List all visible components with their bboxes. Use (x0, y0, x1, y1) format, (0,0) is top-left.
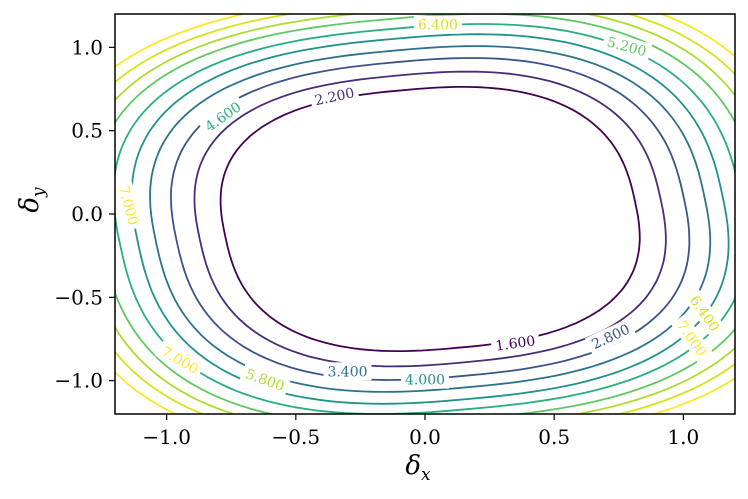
contour-level-2.200 (193, 70, 667, 368)
contour-label-4: 4.000 (401, 370, 449, 389)
contour-label-knockout (198, 95, 248, 138)
contour-label-knockout (585, 318, 637, 355)
x-tick-label: −0.5 (272, 425, 321, 449)
contour-level-7.000 (115, 14, 735, 414)
contour-label-knockout (115, 179, 144, 231)
x-axis-label-sub: x (421, 465, 431, 485)
contour-label-knockout (309, 82, 360, 111)
y-tick-label: 0.5 (71, 119, 103, 143)
contour-level-4.000 (130, 33, 730, 405)
contour-level-3.400 (149, 45, 712, 393)
contour-label-knockout (490, 330, 541, 356)
contour-label-3: 3.400 (323, 362, 372, 381)
y-axis-label: δy (15, 187, 49, 213)
contour-level-4.600 (115, 23, 735, 414)
y-axis-ticks: −1.0 −0.5 0.0 0.5 1.0 (54, 35, 115, 393)
contour-label-6: 5.200 (601, 31, 653, 62)
y-tick-label: 1.0 (71, 35, 103, 59)
contour-label-knockout (683, 288, 726, 339)
x-axis-label: δx (405, 451, 431, 485)
contour-label-knockout (401, 370, 449, 389)
contour-label-12: 7.000 (115, 179, 144, 231)
contour-level-5.200 (115, 14, 735, 414)
contour-label-text: 3.400 (327, 364, 367, 380)
x-axis-label-base: δ (405, 451, 421, 481)
contour-label-text: 1.600 (494, 333, 536, 354)
contour-label-knockout (670, 313, 714, 364)
x-axis-ticks: −1.0 −0.5 0.0 0.5 1.0 (142, 414, 699, 449)
x-tick-label: 0.0 (409, 425, 441, 449)
contour-lines (115, 14, 735, 414)
contour-label-knockout (154, 340, 206, 380)
y-axis-label-base: δ (15, 197, 45, 213)
contour-level-1.600 (219, 86, 641, 352)
contour-level-6.400 (115, 14, 735, 414)
contour-label-7: 5.800 (239, 363, 291, 397)
contour-label-0: 1.600 (490, 330, 541, 356)
y-tick-label: −1.0 (54, 369, 103, 393)
contour-label-9: 7.000 (154, 340, 206, 380)
y-axis-label-sub: y (29, 187, 49, 198)
contour-label-2: 2.800 (585, 318, 637, 355)
y-tick-label: −0.5 (54, 285, 103, 309)
y-tick-label: 0.0 (71, 202, 103, 226)
contour-label-text: 7.000 (115, 184, 141, 227)
contour-label-text: 6.400 (418, 18, 458, 34)
contour-label-knockout (413, 15, 462, 34)
contour-label-text: 4.000 (405, 373, 445, 389)
contour-label-knockout (239, 363, 291, 397)
x-tick-label: 1.0 (667, 425, 699, 449)
contour-label-8: 6.400 (413, 15, 462, 34)
contour-label-knockout (323, 362, 372, 381)
x-tick-label: −1.0 (142, 425, 191, 449)
contour-label-knockout (601, 31, 653, 62)
contour-label-text: 7.000 (158, 344, 201, 378)
x-tick-label: 0.5 (538, 425, 570, 449)
contour-label-text: 2.200 (313, 85, 356, 109)
